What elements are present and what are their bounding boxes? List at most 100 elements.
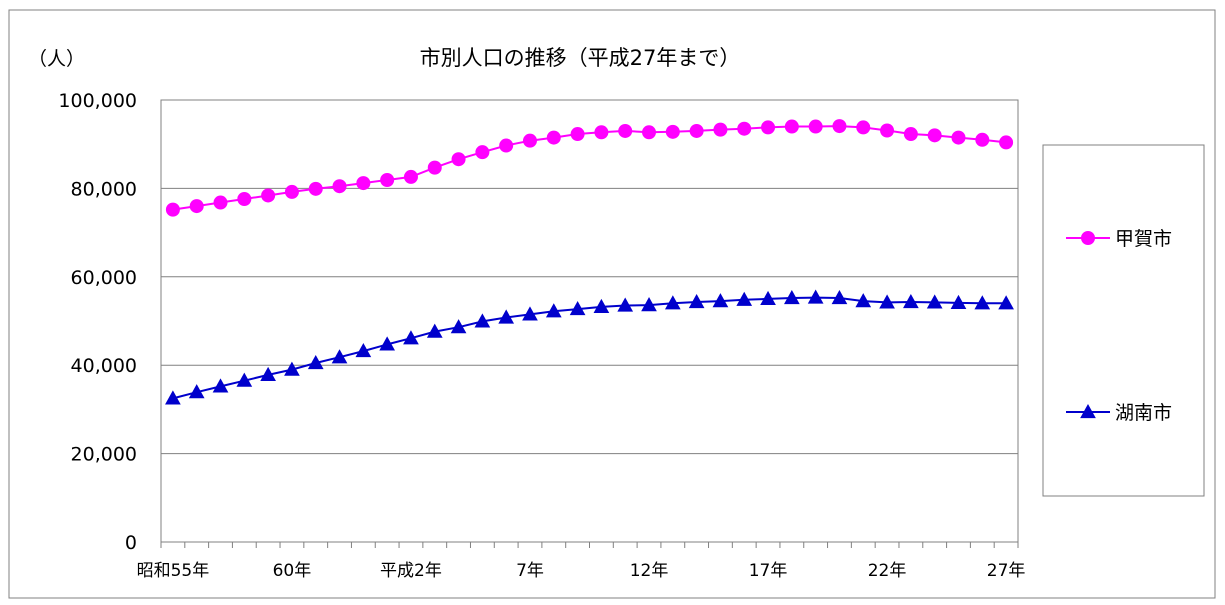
data-point bbox=[642, 125, 657, 140]
data-point bbox=[856, 120, 871, 135]
data-point bbox=[736, 291, 753, 306]
data-point bbox=[903, 127, 918, 142]
y-tick-label: 0 bbox=[125, 532, 137, 554]
data-point bbox=[426, 323, 443, 338]
data-point bbox=[499, 138, 514, 153]
chart-title: 市別人口の推移（平成27年まで） bbox=[420, 46, 741, 70]
legend-label: 甲賀市 bbox=[1115, 228, 1172, 250]
series-group bbox=[165, 119, 1014, 405]
legend-marker bbox=[1081, 231, 1095, 245]
data-point bbox=[307, 354, 324, 370]
y-axis-unit-label: （人） bbox=[28, 48, 85, 70]
y-tick-label: 60,000 bbox=[71, 267, 137, 289]
x-axis-ticks: 昭和55年 60年 平成2年 7年 12年 17年 22年 27年 bbox=[137, 542, 1026, 581]
data-point bbox=[950, 294, 967, 309]
data-point bbox=[998, 295, 1014, 310]
data-point bbox=[879, 294, 895, 309]
data-point bbox=[165, 202, 180, 217]
x-tick-label: 22年 bbox=[868, 561, 907, 581]
data-point bbox=[212, 378, 229, 393]
data-point bbox=[379, 336, 396, 351]
data-point bbox=[808, 119, 823, 134]
data-point bbox=[427, 160, 442, 175]
x-tick-label: 17年 bbox=[749, 561, 788, 581]
data-point bbox=[188, 384, 205, 399]
series-2 bbox=[165, 289, 1014, 405]
data-point bbox=[356, 176, 371, 191]
data-point bbox=[332, 179, 347, 194]
data-point bbox=[260, 366, 276, 382]
data-point bbox=[284, 184, 299, 199]
data-point bbox=[927, 128, 942, 143]
data-point bbox=[474, 313, 491, 328]
data-point bbox=[737, 121, 752, 136]
data-point bbox=[165, 390, 181, 405]
y-tick-label: 100,000 bbox=[58, 90, 137, 112]
y-tick-label: 20,000 bbox=[71, 444, 137, 466]
data-point bbox=[593, 298, 610, 313]
data-point bbox=[712, 293, 729, 308]
data-point bbox=[999, 135, 1014, 150]
data-point bbox=[545, 303, 562, 318]
data-point bbox=[903, 293, 919, 309]
data-point bbox=[880, 123, 895, 138]
data-point bbox=[451, 152, 466, 167]
data-point bbox=[784, 119, 799, 134]
data-point bbox=[664, 295, 681, 310]
series-1 bbox=[165, 119, 1014, 217]
data-point bbox=[617, 297, 634, 312]
data-point bbox=[236, 372, 253, 387]
chart-border bbox=[8, 9, 1216, 599]
data-point bbox=[522, 306, 538, 321]
data-point bbox=[641, 297, 657, 312]
data-point bbox=[570, 127, 585, 142]
y-tick-label: 40,000 bbox=[71, 355, 137, 377]
data-point bbox=[331, 349, 348, 364]
gridlines bbox=[161, 187, 1018, 455]
data-point bbox=[951, 130, 966, 145]
data-point bbox=[665, 124, 680, 139]
x-tick-label: 12年 bbox=[630, 561, 669, 581]
data-point bbox=[713, 122, 728, 137]
legend-item: 甲賀市 bbox=[1066, 228, 1172, 250]
legend-item: 湖南市 bbox=[1066, 402, 1172, 424]
data-point bbox=[355, 343, 372, 358]
data-point bbox=[975, 132, 990, 147]
data-point bbox=[761, 120, 776, 135]
data-point bbox=[569, 301, 586, 316]
data-point bbox=[974, 295, 991, 310]
data-point bbox=[831, 289, 848, 305]
data-point bbox=[213, 195, 228, 210]
data-point bbox=[237, 192, 252, 207]
data-point bbox=[498, 309, 515, 324]
data-point bbox=[618, 123, 633, 138]
x-tick-label: 平成2年 bbox=[380, 561, 442, 581]
x-tick-label: 昭和55年 bbox=[137, 561, 210, 581]
data-point bbox=[261, 188, 276, 203]
data-point bbox=[522, 133, 537, 148]
data-point bbox=[760, 290, 776, 305]
data-point bbox=[284, 361, 300, 376]
data-point bbox=[807, 289, 824, 304]
data-point bbox=[688, 293, 705, 309]
data-point bbox=[926, 294, 943, 309]
data-point bbox=[380, 173, 395, 188]
data-point bbox=[475, 145, 490, 160]
data-point bbox=[546, 130, 561, 145]
data-point bbox=[308, 181, 323, 196]
legend-marker bbox=[1080, 403, 1096, 419]
legend-label: 湖南市 bbox=[1115, 402, 1172, 424]
x-tick-label: 7年 bbox=[516, 561, 544, 581]
data-point bbox=[783, 289, 800, 305]
x-tick-label: 60年 bbox=[273, 561, 312, 581]
data-point bbox=[450, 319, 467, 334]
data-point bbox=[689, 123, 704, 138]
data-point bbox=[403, 169, 418, 184]
data-point bbox=[832, 119, 847, 134]
data-point bbox=[403, 330, 419, 345]
y-axis-ticks: 0 20,000 40,000 60,000 80,000 100,000 bbox=[58, 90, 137, 554]
y-tick-label: 80,000 bbox=[71, 178, 137, 200]
x-tick-label: 27年 bbox=[987, 561, 1026, 581]
